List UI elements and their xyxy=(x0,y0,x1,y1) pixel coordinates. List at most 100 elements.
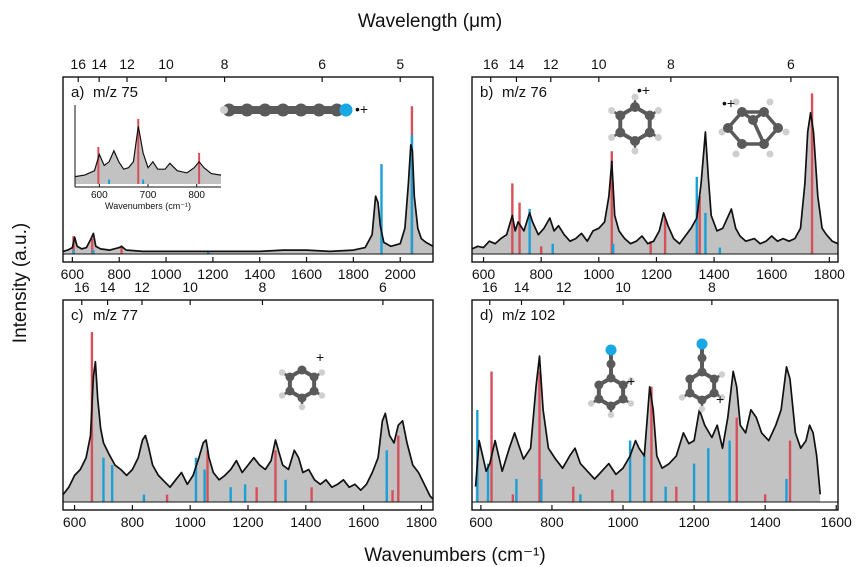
carbon-atom xyxy=(618,394,628,404)
panel-title: m/z 76 xyxy=(502,84,547,101)
hydrogen-atom xyxy=(782,128,790,136)
wl-tick-label: 8 xyxy=(667,56,675,72)
wl-tick-label: 12 xyxy=(556,279,572,295)
carbon-atom xyxy=(294,103,308,117)
hydrogen-atom xyxy=(220,106,228,114)
inset-x-tick-label: 800 xyxy=(188,190,205,201)
spectrum-area xyxy=(475,356,821,502)
wl-tick-label: 8 xyxy=(259,279,267,295)
panel-label: a) xyxy=(71,84,84,101)
bottom-axis-title: Wavenumbers (cm⁻¹) xyxy=(364,545,545,566)
spectrum-line xyxy=(474,355,822,495)
inset-xlabel: Wavenumbers (cm⁻¹) xyxy=(105,201,191,211)
wl-tick-label: 10 xyxy=(182,279,198,295)
carbon-atom xyxy=(630,102,640,112)
inset-spectrum-line xyxy=(74,126,222,178)
nitrogen-atom xyxy=(339,103,353,117)
charge-symbol: + xyxy=(627,373,635,389)
charge-symbol: •+ xyxy=(355,101,368,117)
carbon-atom xyxy=(309,372,319,382)
molecule-benzonitrile-meta-icon: + xyxy=(678,338,726,413)
panel-d: 600 800 1000 1200 1400 1600 16 14 12 10 8 d) m/z 102 xyxy=(469,279,852,530)
panel-label: d) xyxy=(480,307,493,324)
x-tick-label: 1400 xyxy=(699,266,730,282)
x-tick-label: 1800 xyxy=(338,266,369,282)
carbon-atom xyxy=(685,388,695,398)
molecule-linear-chain-icon: •+ xyxy=(220,101,368,117)
spectrum-area xyxy=(472,112,838,254)
nitrogen-atom xyxy=(696,338,708,350)
carbon-atom xyxy=(697,353,707,363)
x-tick-label: 1600 xyxy=(756,266,787,282)
molecule-benzonitrile-ortho-icon: + xyxy=(587,344,635,419)
panel-b: 600 800 1000 1200 1400 1600 1800 16 14 12 10 8 6 b) m/… xyxy=(471,56,845,282)
x-tick-label: 1600 xyxy=(348,514,379,530)
wl-tick-label: 16 xyxy=(483,56,499,72)
wl-tick-label: 8 xyxy=(221,56,229,72)
hydrogen-atom xyxy=(732,98,740,106)
x-tick-label: 800 xyxy=(540,514,564,530)
hydrogen-atom xyxy=(298,403,306,411)
wl-tick-label: 6 xyxy=(318,56,326,72)
x-tick-label: 1600 xyxy=(821,514,852,530)
carbon-atom xyxy=(737,107,747,117)
carbon-atom xyxy=(697,367,707,377)
hydrogen-atom xyxy=(278,369,286,376)
hydrogen-atom xyxy=(318,392,326,399)
carbon-atom xyxy=(258,103,272,117)
carbon-atom xyxy=(773,123,783,133)
carbon-atom xyxy=(276,103,290,117)
inset-x-tick-label: 700 xyxy=(140,190,157,201)
x-tick-label: 1400 xyxy=(290,514,321,530)
carbon-atom xyxy=(630,136,640,146)
wl-tick-label: 16 xyxy=(70,56,86,72)
wl-tick-label: 12 xyxy=(543,56,559,72)
charge-symbol: + xyxy=(716,391,724,407)
panel-a: 600 800 1000 1200 1400 1600 1800 2000 16 14 12 10 8 6… xyxy=(61,56,434,282)
carbon-atom xyxy=(685,374,695,384)
x-tick-label: 600 xyxy=(472,266,496,282)
hydrogen-atom xyxy=(631,147,639,155)
wl-tick-label: 5 xyxy=(396,56,404,72)
carbon-atom xyxy=(312,103,326,117)
hydrogen-atom xyxy=(698,405,706,413)
wl-tick-label: 6 xyxy=(379,279,387,295)
x-tick-label: 1800 xyxy=(406,514,437,530)
panel-title: m/z 75 xyxy=(93,84,138,101)
x-tick-label: 2000 xyxy=(385,266,416,282)
x-tick-label: 600 xyxy=(61,266,85,282)
carbon-atom xyxy=(748,115,758,125)
top-axis-title: Wavelength (μm) xyxy=(358,11,502,32)
carbon-atom xyxy=(285,372,295,382)
x-tick-label: 800 xyxy=(121,514,145,530)
nitrogen-atom xyxy=(605,344,617,356)
hydrogen-atom xyxy=(654,107,662,114)
panel-label: c) xyxy=(71,307,84,324)
hydrogen-atom xyxy=(732,150,740,158)
wl-tick-label: 12 xyxy=(119,56,135,72)
spectrum-line xyxy=(62,143,434,253)
carbon-atom xyxy=(644,127,655,138)
spectrum-line xyxy=(471,111,839,250)
hydrogen-atom xyxy=(627,400,635,407)
panel-frame xyxy=(471,299,839,511)
carbon-atom xyxy=(709,388,719,398)
x-tick-label: 1200 xyxy=(679,514,710,530)
carbon-atom xyxy=(697,395,707,405)
hydrogen-atom xyxy=(318,369,326,376)
molecule-phenyl-icon: + xyxy=(278,349,326,411)
panel-title: m/z 77 xyxy=(93,307,138,324)
hydrogen-atom xyxy=(631,93,639,101)
hydrogen-atom xyxy=(587,400,595,407)
wl-tick-label: 14 xyxy=(509,56,525,72)
carbon-atom xyxy=(594,380,604,390)
hydrogen-atom xyxy=(718,371,726,378)
hydrogen-atom xyxy=(678,394,686,401)
x-tick-label: 1000 xyxy=(175,514,206,530)
carbon-atom xyxy=(723,123,733,133)
wl-tick-label: 14 xyxy=(514,279,530,295)
inset-spectrum-area xyxy=(75,126,221,184)
hydrogen-atom xyxy=(654,134,662,141)
